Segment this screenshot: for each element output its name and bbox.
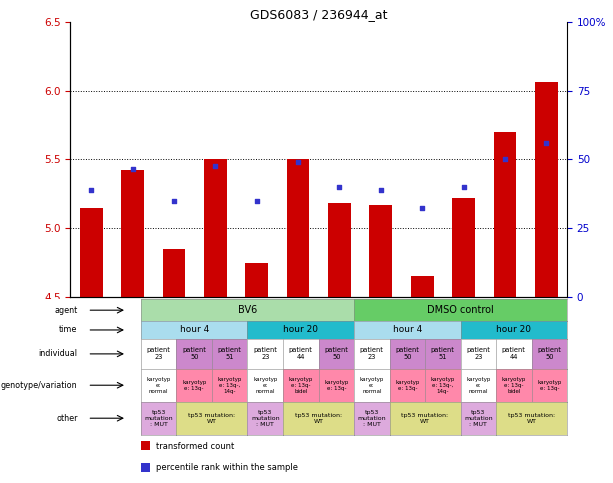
Bar [328, 203, 351, 297]
Text: patient
51: patient 51 [218, 347, 242, 360]
Text: karyotyp
e: 13q-: karyotyp e: 13q- [324, 380, 348, 391]
Text: karyotyp
e: 13q-,
14q-: karyotyp e: 13q-, 14q- [430, 377, 455, 394]
Text: patient
50: patient 50 [395, 347, 419, 360]
Bar [204, 159, 227, 297]
Bar [121, 170, 144, 297]
Text: karyotyp
e:
normal: karyotyp e: normal [466, 377, 490, 394]
Text: patient
44: patient 44 [502, 347, 526, 360]
Text: DMSO control: DMSO control [427, 305, 494, 315]
Text: hour 20: hour 20 [497, 326, 531, 334]
Text: patient
44: patient 44 [289, 347, 313, 360]
Text: tp53 mutation:
WT: tp53 mutation: WT [295, 413, 342, 424]
Bar [411, 276, 433, 297]
Point [376, 186, 386, 194]
Text: patient
23: patient 23 [360, 347, 384, 360]
Text: tp53
mutation
: MUT: tp53 mutation : MUT [357, 410, 386, 426]
Point [169, 197, 179, 204]
Text: karyotyp
e: 13q-
bidel: karyotyp e: 13q- bidel [289, 377, 313, 394]
Text: karyotyp
e:
normal: karyotyp e: normal [360, 377, 384, 394]
Point [210, 162, 220, 170]
Text: karyotyp
e:
normal: karyotyp e: normal [253, 377, 278, 394]
Text: hour 4: hour 4 [180, 326, 209, 334]
Text: hour 4: hour 4 [393, 326, 422, 334]
Text: tp53 mutation:
WT: tp53 mutation: WT [188, 413, 235, 424]
Text: patient
51: patient 51 [431, 347, 455, 360]
Text: agent: agent [55, 306, 78, 315]
Text: tp53 mutation:
WT: tp53 mutation: WT [402, 413, 449, 424]
Text: BV6: BV6 [238, 305, 257, 315]
Point [335, 183, 345, 191]
Bar [493, 132, 516, 297]
Bar [141, 441, 150, 450]
Point [541, 139, 551, 147]
Point [500, 156, 510, 163]
Text: karyotyp
e: 13q-: karyotyp e: 13q- [537, 380, 562, 391]
Text: karyotyp
e: 13q-,
14q-: karyotyp e: 13q-, 14q- [218, 377, 242, 394]
Text: tp53 mutation:
WT: tp53 mutation: WT [508, 413, 555, 424]
Bar [287, 159, 310, 297]
Text: karyotyp
e:
normal: karyotyp e: normal [147, 377, 171, 394]
Point [86, 186, 96, 194]
Text: karyotyp
e: 13q-: karyotyp e: 13q- [395, 380, 419, 391]
Title: GDS6083 / 236944_at: GDS6083 / 236944_at [250, 8, 387, 21]
Text: patient
23: patient 23 [253, 347, 277, 360]
Text: time: time [59, 326, 78, 334]
Text: genotype/variation: genotype/variation [1, 381, 78, 390]
Text: patient
50: patient 50 [324, 347, 348, 360]
Text: tp53
mutation
: MUT: tp53 mutation : MUT [145, 410, 173, 426]
Text: tp53
mutation
: MUT: tp53 mutation : MUT [464, 410, 493, 426]
Bar [452, 198, 475, 297]
Text: patient
50: patient 50 [182, 347, 206, 360]
Text: karyotyp
e: 13q-
bidel: karyotyp e: 13q- bidel [501, 377, 526, 394]
Text: patient
23: patient 23 [147, 347, 170, 360]
Point [417, 204, 427, 212]
Bar [245, 263, 268, 297]
Bar [162, 249, 185, 297]
Text: patient
50: patient 50 [538, 347, 562, 360]
Text: hour 20: hour 20 [283, 326, 318, 334]
Bar [370, 205, 392, 297]
Text: karyotyp
e: 13q-: karyotyp e: 13q- [182, 380, 207, 391]
Bar [535, 82, 558, 297]
Bar [80, 208, 102, 297]
Point [293, 158, 303, 166]
Text: percentile rank within the sample: percentile rank within the sample [156, 463, 298, 472]
Text: tp53
mutation
: MUT: tp53 mutation : MUT [251, 410, 280, 426]
Point [128, 165, 137, 173]
Point [459, 183, 468, 191]
Bar [141, 463, 150, 471]
Point [252, 197, 262, 204]
Text: patient
23: patient 23 [466, 347, 490, 360]
Text: individual: individual [39, 349, 78, 358]
Text: other: other [56, 414, 78, 423]
Text: transformed count: transformed count [156, 441, 234, 451]
